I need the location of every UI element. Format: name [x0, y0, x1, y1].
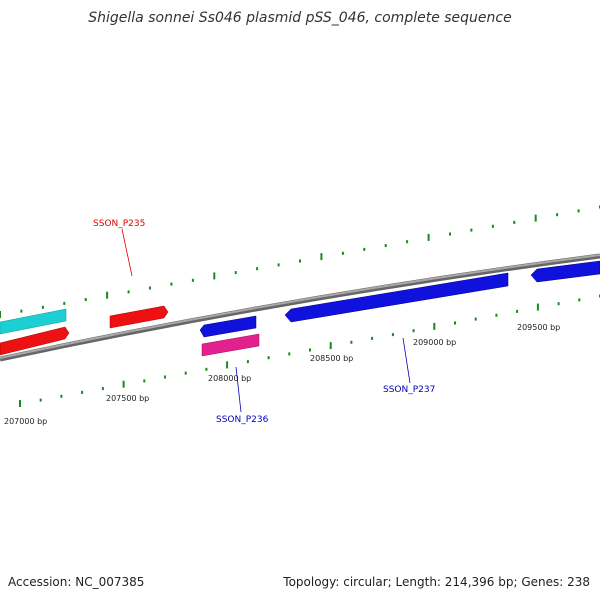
lower-tick-4 — [101, 387, 104, 391]
sson-p235-connector — [121, 228, 133, 277]
upper-tick-6 — [127, 290, 130, 294]
lower-tick-24 — [516, 309, 519, 313]
lower-tick-27 — [578, 298, 581, 302]
lower-tick-10 — [226, 361, 229, 369]
upper-tick-5 — [106, 291, 109, 299]
lower-tick-14 — [309, 348, 311, 352]
upper-tick-24 — [513, 220, 516, 224]
upper-tick-2 — [41, 305, 44, 309]
scale-label-208000: 208000 bp — [208, 374, 251, 383]
gene-label-sson-p237: SSON_P237 — [383, 385, 435, 395]
lower-tick-12 — [267, 356, 270, 360]
lower-tick-6 — [143, 379, 146, 383]
lower-tick-20 — [433, 322, 436, 330]
lower-tick-9 — [205, 367, 208, 371]
lower-tick-11 — [246, 360, 249, 364]
lower-tick-15 — [329, 342, 332, 350]
gene-sson-p237[interactable] — [284, 272, 509, 323]
lower-tick-18 — [391, 333, 394, 337]
lower-tick-23 — [495, 313, 498, 317]
lower-tick-16 — [350, 340, 353, 344]
lower-tick-7 — [164, 375, 166, 379]
lower-tick-22 — [474, 317, 477, 321]
lower-tick-8 — [184, 371, 187, 375]
upper-tick-4 — [84, 298, 87, 302]
upper-tick-18 — [384, 244, 387, 248]
upper-tick-10 — [213, 272, 216, 280]
sson-p237-connector — [402, 337, 411, 384]
gene-pink[interactable] — [201, 333, 260, 357]
upper-tick-27 — [577, 209, 580, 213]
upper-tick-20 — [427, 233, 430, 241]
upper-tick-25 — [534, 214, 537, 222]
sson-p236-connector — [235, 366, 242, 413]
upper-tick-13 — [277, 263, 280, 267]
scale-label-208500: 208500 bp — [310, 354, 353, 363]
upper-tick-8 — [170, 282, 173, 286]
upper-tick-17 — [363, 247, 366, 251]
upper-tick-22 — [470, 228, 473, 232]
upper-tick-15 — [320, 253, 323, 261]
upper-tick-1 — [20, 309, 23, 313]
gene-blue-right[interactable] — [530, 260, 600, 283]
lower-tick-5 — [122, 380, 125, 388]
upper-tick-11 — [234, 271, 237, 275]
scale-label-209500: 209500 bp — [517, 323, 560, 332]
lower-tick-1 — [39, 398, 42, 402]
sequence-summary: Topology: circular; Length: 214,396 bp; … — [283, 575, 590, 589]
upper-tick-track — [0, 205, 600, 318]
upper-tick-9 — [191, 278, 194, 282]
upper-tick-26 — [556, 213, 559, 217]
upper-tick-3 — [63, 301, 66, 305]
accession-label: Accession: NC_007385 — [8, 575, 145, 589]
scale-label-207500: 207500 bp — [106, 394, 149, 403]
scale-label-207000: 207000 bp — [4, 417, 47, 426]
gene-label-sson-p236: SSON_P236 — [216, 415, 269, 425]
upper-tick-0 — [0, 311, 1, 318]
gene-label-sson-p235: SSON_P235 — [93, 219, 145, 229]
lower-tick-21 — [454, 321, 456, 325]
sequence-backbone-highlight — [0, 254, 600, 359]
lower-tick-26 — [557, 302, 560, 306]
lower-tick-3 — [81, 390, 84, 394]
lower-tick-17 — [371, 336, 374, 340]
gene-red-left[interactable] — [0, 326, 70, 356]
lower-tick-0 — [19, 400, 21, 407]
gene-cyan-left[interactable] — [0, 308, 67, 335]
upper-tick-14 — [299, 259, 301, 263]
lower-tick-25 — [536, 303, 539, 311]
map-title: Shigella sonnei Ss046 plasmid pSS_046, c… — [88, 10, 512, 26]
upper-tick-23 — [491, 224, 494, 228]
gene-sson-p236[interactable] — [199, 315, 257, 338]
upper-tick-12 — [256, 267, 259, 271]
lower-tick-2 — [60, 394, 63, 398]
lower-tick-19 — [412, 329, 415, 333]
scale-label-209000: 209000 bp — [413, 338, 456, 347]
gene-sson-p235[interactable] — [109, 305, 169, 329]
lower-tick-13 — [288, 352, 291, 356]
upper-tick-16 — [341, 251, 344, 255]
upper-tick-19 — [406, 240, 409, 244]
upper-tick-21 — [449, 232, 451, 236]
upper-tick-7 — [149, 286, 151, 290]
